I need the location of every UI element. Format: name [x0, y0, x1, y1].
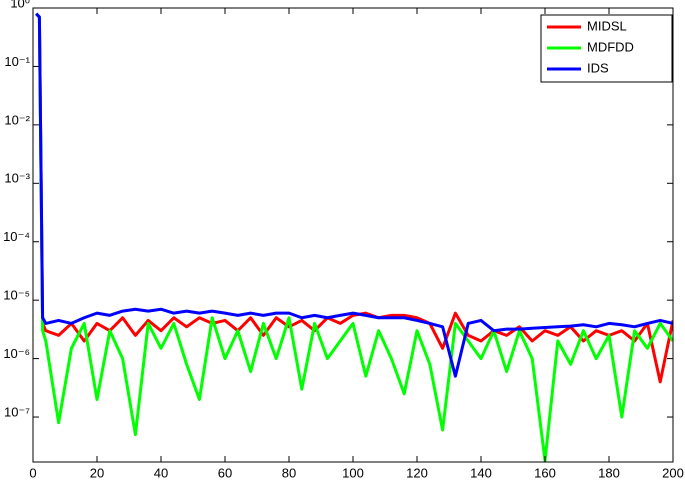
x-tick-label: 160	[534, 465, 556, 480]
x-tick-label: 40	[154, 465, 168, 480]
x-tick-label: 140	[470, 465, 492, 480]
y-tick-label: 10⁻¹	[4, 54, 30, 69]
plot-area	[35, 12, 673, 462]
x-tick-label: 60	[218, 465, 232, 480]
legend-label: MIDSL	[587, 18, 627, 33]
x-tick-label: 20	[90, 465, 104, 480]
x-tick-label: 100	[342, 465, 364, 480]
y-tick-label: 10⁻²	[4, 112, 30, 127]
legend-label: MDFDD	[587, 39, 634, 54]
legend-label: IDS	[587, 60, 609, 75]
x-tick-label: 80	[282, 465, 296, 480]
y-tick-label: 10⁻⁴	[3, 229, 30, 244]
series-line	[35, 12, 673, 462]
y-tick-label: 10⁻⁷	[4, 404, 30, 419]
series-line	[35, 12, 673, 378]
x-tick-label: 200	[662, 465, 684, 480]
y-tick-label: 10⁰	[10, 0, 30, 10]
x-tick-label: 0	[29, 465, 36, 480]
y-tick-label: 10⁻³	[4, 171, 30, 186]
y-tick-label: 10⁻⁶	[3, 346, 30, 361]
x-tick-label: 120	[406, 465, 428, 480]
series-line	[35, 12, 673, 384]
y-tick-label: 10⁻⁵	[3, 288, 30, 303]
x-tick-label: 180	[598, 465, 620, 480]
